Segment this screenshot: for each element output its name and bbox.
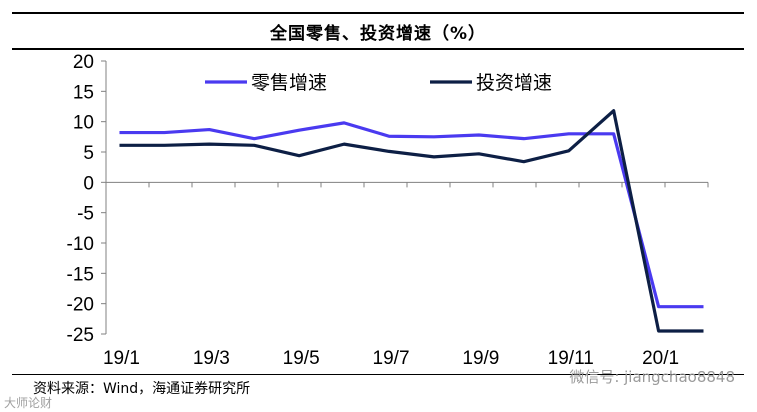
x-tick-label: 19/1 bbox=[103, 348, 140, 369]
watermark: 微信号: jiangchao8848 bbox=[569, 368, 735, 386]
y-tick-label: 15 bbox=[73, 82, 94, 103]
x-tick-label: 19/3 bbox=[193, 348, 230, 369]
y-tick-label: -20 bbox=[67, 295, 94, 316]
y-tick-label: -10 bbox=[67, 234, 94, 255]
x-tick-label: 19/9 bbox=[462, 348, 499, 369]
chart-title-bar: 全国零售、投资增速（%） bbox=[12, 12, 744, 50]
y-tick-label: 10 bbox=[73, 113, 94, 134]
x-tick-label: 20/1 bbox=[642, 348, 679, 369]
x-tick-label: 19/11 bbox=[548, 348, 594, 369]
y-tick-label: -25 bbox=[67, 325, 94, 346]
chart-title: 全国零售、投资增速（%） bbox=[269, 23, 487, 44]
y-tick-label: 20 bbox=[73, 52, 94, 73]
y-tick-label: -15 bbox=[67, 264, 94, 285]
bottom-rule bbox=[12, 374, 744, 375]
x-tick-label: 19/7 bbox=[373, 348, 410, 369]
series-line-retail bbox=[119, 121, 704, 309]
series-line-investment bbox=[119, 109, 704, 333]
x-tick-label: 19/5 bbox=[283, 348, 320, 369]
legend-label-retail: 零售增速 bbox=[251, 72, 327, 94]
y-tick-label: 5 bbox=[83, 143, 94, 164]
y-tick-label: -5 bbox=[77, 204, 94, 225]
legend-label-investment: 投资增速 bbox=[476, 72, 552, 94]
source-note: 资料来源：Wind，海通证券研究所 bbox=[33, 381, 251, 397]
watermark-left: 大师论财 bbox=[4, 396, 53, 410]
y-tick-label: 0 bbox=[83, 173, 94, 194]
